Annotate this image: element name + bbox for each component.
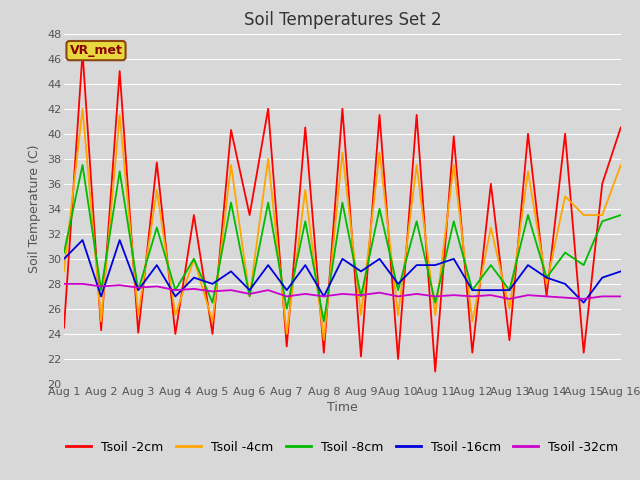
Y-axis label: Soil Temperature (C): Soil Temperature (C)	[28, 144, 42, 273]
X-axis label: Time: Time	[327, 401, 358, 414]
Legend: Tsoil -2cm, Tsoil -4cm, Tsoil -8cm, Tsoil -16cm, Tsoil -32cm: Tsoil -2cm, Tsoil -4cm, Tsoil -8cm, Tsoi…	[61, 436, 623, 459]
Text: VR_met: VR_met	[70, 44, 122, 57]
Title: Soil Temperatures Set 2: Soil Temperatures Set 2	[244, 11, 441, 29]
